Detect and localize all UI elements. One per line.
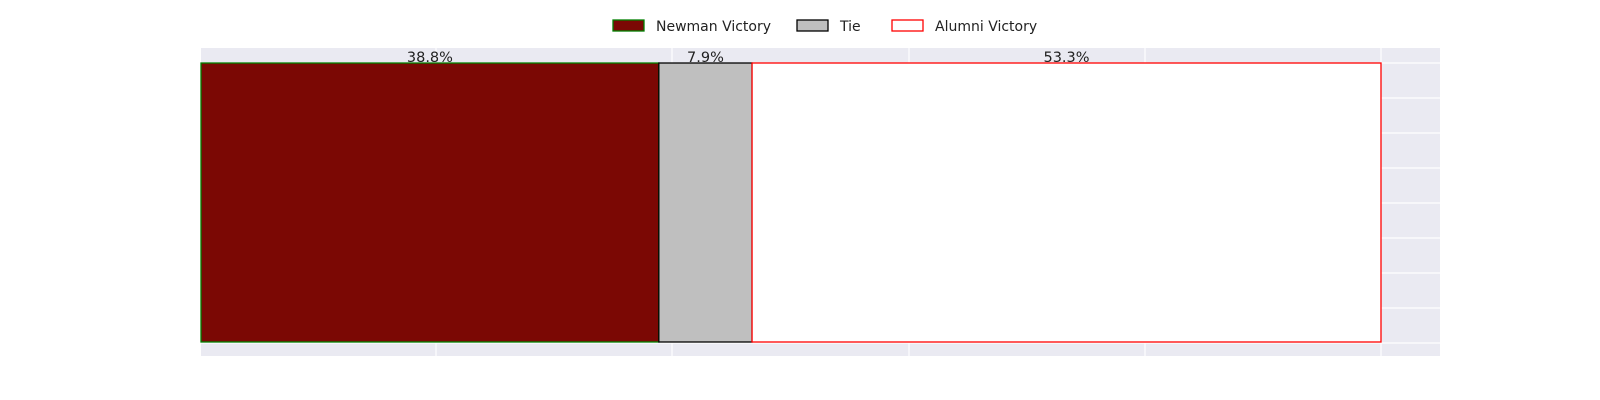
legend-label-tie: Tie — [839, 19, 861, 35]
data-labels: 38.8% 7.9% 53.3% — [407, 50, 1090, 66]
legend-swatch-alumni-victory — [891, 19, 924, 32]
legend-swatch-newman-victory — [612, 19, 645, 32]
bar-segment-tie — [658, 62, 753, 343]
bar-segment-alumni-victory — [751, 62, 1382, 343]
legend: Newman Victory Tie Alumni Victory — [612, 19, 1037, 35]
legend-label-alumni-victory: Alumni Victory — [935, 19, 1037, 35]
data-label-newman-victory: 38.8% — [407, 50, 453, 66]
data-label-tie: 7.9% — [687, 50, 724, 66]
bar-segment-newman-victory — [200, 62, 660, 343]
legend-label-newman-victory: Newman Victory — [656, 19, 771, 35]
legend-swatch-tie — [796, 19, 829, 32]
data-label-alumni-victory: 53.3% — [1043, 50, 1089, 66]
bar-segments — [200, 62, 1382, 343]
